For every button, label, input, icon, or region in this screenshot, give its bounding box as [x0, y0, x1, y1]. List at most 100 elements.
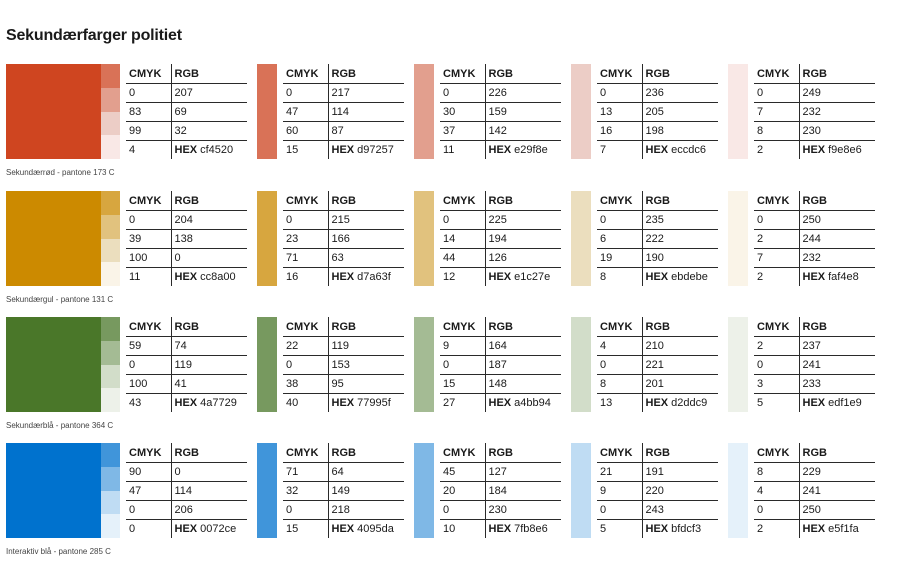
main-color-swatch [6, 317, 101, 412]
rgb-g-value: 114 [328, 102, 404, 122]
color-value-card: CMYK RGB 0 235 6 222 19 190 8 HEX ebdebe [571, 191, 721, 286]
cmyk-header: CMYK [754, 443, 800, 463]
cmyk-header: CMYK [754, 64, 800, 84]
hex-cell: HEX 4a7729 [171, 393, 247, 412]
hex-label: HEX [645, 271, 669, 283]
color-value-card: CMYK RGB 0 236 13 205 16 198 7 HEX eccdc6 [571, 64, 721, 159]
cmyk-c-value: 22 [283, 336, 329, 356]
cmyk-y-value: 15 [440, 374, 486, 394]
cmyk-m-value: 4 [754, 481, 800, 501]
color-value-table: CMYK RGB 0 217 47 114 60 87 15 HEX d97257 [283, 64, 404, 159]
cmyk-c-value: 90 [126, 462, 172, 482]
color-value-card: CMYK RGB 2 237 0 241 3 233 5 HEX edf1e9 [728, 317, 878, 412]
rgb-r-value: 226 [485, 83, 561, 103]
color-value-card: CMYK RGB 22 119 0 153 38 95 40 HEX 77995f [257, 317, 407, 412]
hex-label: HEX [645, 523, 669, 535]
rgb-r-value: 210 [642, 336, 718, 356]
cmyk-header: CMYK [440, 64, 486, 84]
hex-cell: HEX cf4520 [171, 140, 247, 159]
hex-cell: HEX d97257 [328, 140, 404, 159]
tint-color-swatch [414, 191, 434, 286]
rgb-g-value: 119 [171, 355, 247, 375]
tint-color-swatch [571, 317, 591, 412]
hex-cell: HEX eccdc6 [642, 140, 718, 159]
hex-value: faf4e8 [828, 271, 859, 283]
hex-cell: HEX ebdebe [642, 267, 718, 286]
hex-label: HEX [331, 144, 355, 156]
rgb-header: RGB [642, 191, 718, 211]
rgb-g-value: 222 [642, 229, 718, 249]
hex-label: HEX [802, 271, 826, 283]
color-family-caption: Sekundærgul - pantone 131 C [6, 295, 114, 304]
cmyk-k-value: 16 [283, 267, 329, 286]
rgb-header: RGB [799, 191, 875, 211]
cmyk-c-value: 0 [440, 210, 486, 230]
cmyk-c-value: 2 [754, 336, 800, 356]
cmyk-m-value: 47 [126, 481, 172, 501]
cmyk-c-value: 0 [597, 210, 643, 230]
rgb-header: RGB [642, 443, 718, 463]
page-title: Sekundærfarger politiet [6, 27, 182, 44]
tint-color-swatch [571, 443, 591, 538]
cmyk-header: CMYK [754, 191, 800, 211]
main-color-swatch [6, 443, 101, 538]
hex-label: HEX [488, 144, 512, 156]
rgb-header: RGB [171, 64, 247, 84]
rgb-r-value: 217 [328, 83, 404, 103]
rgb-header: RGB [485, 191, 561, 211]
rgb-g-value: 205 [642, 102, 718, 122]
cmyk-m-value: 23 [283, 229, 329, 249]
rgb-g-value: 187 [485, 355, 561, 375]
cmyk-m-value: 7 [754, 102, 800, 122]
cmyk-m-value: 0 [440, 355, 486, 375]
rgb-header: RGB [485, 64, 561, 84]
rgb-r-value: 207 [171, 83, 247, 103]
hex-cell: HEX faf4e8 [799, 267, 875, 286]
color-value-card: CMYK RGB 45 127 20 184 0 230 10 HEX 7fb8e6 [414, 443, 564, 538]
rgb-header: RGB [485, 317, 561, 337]
hex-value: e1c27e [514, 271, 551, 283]
cmyk-k-value: 11 [440, 140, 486, 159]
hex-label: HEX [488, 523, 512, 535]
rgb-b-value: 218 [328, 500, 404, 520]
rgb-r-value: 0 [171, 462, 247, 482]
hex-value: 77995f [357, 397, 391, 409]
cmyk-k-value: 10 [440, 519, 486, 538]
cmyk-c-value: 0 [126, 210, 172, 230]
hex-label: HEX [645, 397, 669, 409]
color-value-card: CMYK RGB 21 191 9 220 0 243 5 HEX bfdcf3 [571, 443, 721, 538]
cmyk-header: CMYK [440, 317, 486, 337]
tint-step [101, 443, 120, 467]
hex-value: 4a7729 [200, 397, 237, 409]
rgb-g-value: 232 [799, 102, 875, 122]
rgb-g-value: 159 [485, 102, 561, 122]
cmyk-header: CMYK [283, 443, 329, 463]
hex-value: ebdebe [671, 271, 708, 283]
color-value-card: CMYK RGB 0 225 14 194 44 126 12 HEX e1c27e [414, 191, 564, 286]
color-value-table: CMYK RGB 0 236 13 205 16 198 7 HEX eccdc6 [597, 64, 718, 159]
hex-cell: HEX edf1e9 [799, 393, 875, 412]
color-value-table: CMYK RGB 0 225 14 194 44 126 12 HEX e1c27e [440, 191, 561, 286]
rgb-r-value: 249 [799, 83, 875, 103]
cmyk-c-value: 45 [440, 462, 486, 482]
rgb-header: RGB [799, 64, 875, 84]
color-value-card: CMYK RGB 9 164 0 187 15 148 27 HEX a4bb94 [414, 317, 564, 412]
cmyk-c-value: 0 [283, 83, 329, 103]
cmyk-header: CMYK [440, 443, 486, 463]
cmyk-y-value: 99 [126, 121, 172, 141]
cmyk-y-value: 0 [126, 500, 172, 520]
cmyk-y-value: 60 [283, 121, 329, 141]
tint-step [101, 214, 120, 239]
hex-cell: HEX 77995f [328, 393, 404, 412]
rgb-header: RGB [642, 317, 718, 337]
color-value-card: CMYK RGB 0 217 47 114 60 87 15 HEX d97257 [257, 64, 407, 159]
color-value-card: CMYK RGB 59 74 0 119 100 41 43 HEX 4a7729 [126, 317, 276, 412]
hex-label: HEX [174, 523, 198, 535]
rgb-header: RGB [328, 443, 404, 463]
cmyk-c-value: 0 [283, 210, 329, 230]
cmyk-y-value: 8 [754, 121, 800, 141]
tint-step [101, 64, 120, 88]
tint-step [101, 317, 120, 341]
rgb-b-value: 243 [642, 500, 718, 520]
cmyk-header: CMYK [283, 64, 329, 84]
